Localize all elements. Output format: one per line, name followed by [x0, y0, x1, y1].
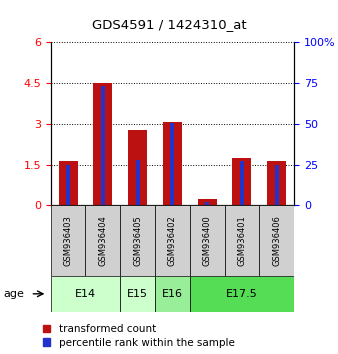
Legend: transformed count, percentile rank within the sample: transformed count, percentile rank withi… — [39, 320, 239, 352]
Text: GSM936406: GSM936406 — [272, 215, 281, 266]
Bar — [128, 130, 147, 205]
Bar — [190, 276, 294, 312]
Bar — [259, 205, 294, 276]
Bar — [155, 205, 190, 276]
Bar — [120, 205, 155, 276]
Text: GDS4591 / 1424310_at: GDS4591 / 1424310_at — [92, 18, 246, 31]
Text: E17.5: E17.5 — [226, 289, 258, 299]
Text: E15: E15 — [127, 289, 148, 299]
Bar — [205, 202, 209, 205]
Bar — [66, 165, 70, 205]
Bar — [198, 199, 217, 205]
Bar — [267, 161, 286, 205]
Text: GSM936403: GSM936403 — [64, 215, 73, 266]
Bar — [51, 276, 120, 312]
Text: E16: E16 — [162, 289, 183, 299]
Bar — [101, 86, 105, 205]
Text: GSM936400: GSM936400 — [203, 215, 212, 266]
Text: GSM936405: GSM936405 — [133, 215, 142, 266]
Bar — [170, 123, 174, 205]
Bar — [58, 161, 78, 205]
Bar — [224, 205, 259, 276]
Text: GSM936404: GSM936404 — [98, 215, 107, 266]
Text: GSM936401: GSM936401 — [237, 215, 246, 266]
Bar — [86, 205, 120, 276]
Text: age: age — [3, 289, 24, 299]
Text: GSM936402: GSM936402 — [168, 215, 177, 266]
Bar — [136, 160, 140, 205]
Bar — [51, 205, 86, 276]
Text: E14: E14 — [75, 289, 96, 299]
Bar — [232, 158, 251, 205]
Bar — [190, 205, 224, 276]
Bar — [163, 122, 182, 205]
Bar — [274, 165, 279, 205]
Bar — [120, 276, 155, 312]
Bar — [93, 82, 113, 205]
Bar — [240, 161, 244, 205]
Bar — [155, 276, 190, 312]
